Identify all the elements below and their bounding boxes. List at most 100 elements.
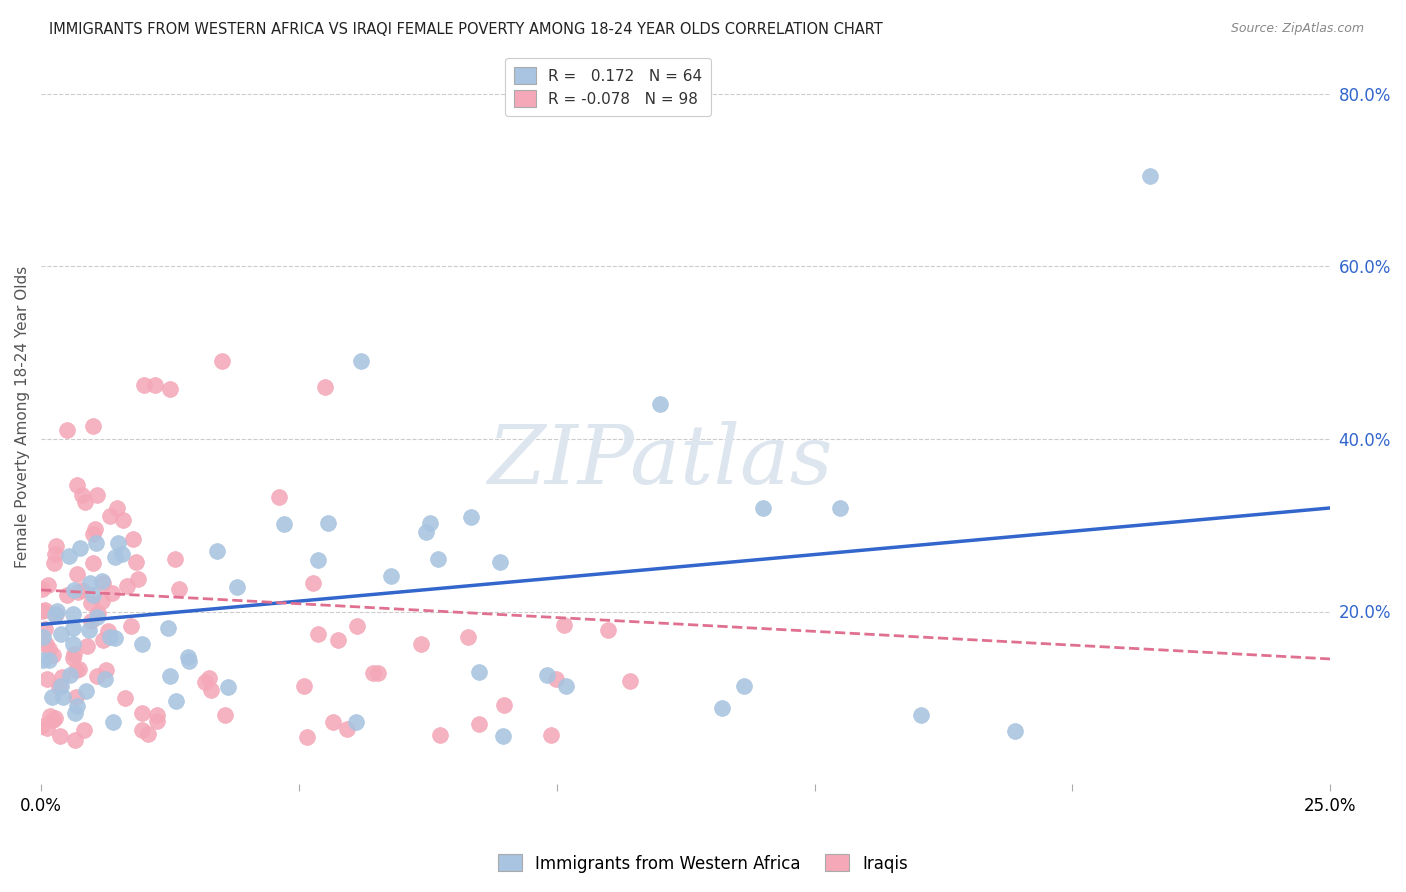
Point (336, 722, 359, 736)
Point (409, 637, 432, 651)
Point (127, 572, 149, 586)
Point (830, 500, 852, 515)
Point (49, 627, 72, 641)
Point (344, 715, 367, 730)
Point (35, 721, 58, 735)
Point (48, 729, 70, 743)
Point (38, 653, 60, 667)
Point (69, 541, 91, 555)
Point (267, 490, 290, 504)
Point (67, 662, 90, 676)
Point (34, 622, 56, 636)
Point (415, 524, 437, 539)
Point (115, 579, 138, 593)
Point (292, 679, 315, 693)
Point (86, 609, 108, 624)
Point (45, 539, 67, 553)
Point (34, 603, 56, 617)
Point (457, 630, 479, 644)
Point (146, 707, 169, 722)
Point (598, 623, 620, 637)
Point (159, 669, 181, 683)
Point (429, 728, 451, 742)
Point (361, 666, 384, 681)
Point (66, 478, 89, 492)
Point (619, 674, 641, 689)
Point (273, 517, 295, 532)
Point (346, 619, 368, 633)
Point (73, 495, 96, 509)
Point (91, 575, 114, 590)
Point (49, 679, 72, 693)
Point (70, 488, 93, 502)
Point (143, 378, 166, 392)
Point (62, 607, 84, 622)
Legend: R =   0.172   N = 64, R = -0.078   N = 98: R = 0.172 N = 64, R = -0.078 N = 98 (505, 58, 711, 116)
Point (32, 653, 55, 667)
Point (489, 555, 512, 569)
Point (91, 574, 114, 588)
Point (38, 641, 60, 656)
Point (553, 618, 575, 632)
Text: ZIPatlas: ZIPatlas (486, 421, 832, 501)
Point (159, 382, 181, 396)
Point (910, 707, 932, 722)
Point (91, 632, 114, 647)
Y-axis label: Female Poverty Among 18-24 Year Olds: Female Poverty Among 18-24 Year Olds (15, 266, 30, 568)
Point (177, 649, 200, 664)
Point (198, 671, 221, 685)
Point (101, 715, 124, 730)
Point (84, 522, 107, 536)
Point (42, 713, 65, 727)
Point (107, 536, 129, 550)
Point (1139, 169, 1161, 183)
Point (82, 588, 104, 602)
Point (217, 680, 239, 694)
Point (82, 527, 104, 541)
Point (326, 633, 349, 648)
Point (426, 552, 449, 566)
Point (65, 698, 87, 713)
Point (79, 624, 101, 638)
Point (711, 701, 734, 715)
Point (76, 639, 98, 653)
Point (146, 714, 169, 728)
Point (44, 556, 66, 570)
Point (98, 508, 121, 523)
Point (136, 726, 159, 740)
Point (31, 582, 53, 596)
Point (492, 729, 515, 743)
Point (82, 419, 104, 434)
Point (167, 582, 190, 596)
Point (44, 548, 66, 562)
Point (467, 665, 489, 680)
Point (66, 566, 89, 581)
Point (301, 575, 323, 590)
Point (65, 690, 87, 704)
Point (48, 680, 70, 694)
Point (56, 423, 79, 437)
Point (131, 723, 153, 737)
Point (307, 553, 329, 567)
Point (350, 354, 373, 368)
Point (41, 648, 63, 662)
Point (94, 663, 117, 677)
Point (86, 488, 108, 502)
Point (44, 710, 66, 724)
Point (32, 631, 55, 645)
Point (37, 578, 59, 592)
Point (80, 595, 103, 609)
Point (131, 637, 153, 651)
Point (752, 500, 775, 515)
Point (380, 569, 402, 583)
Point (194, 674, 217, 689)
Point (46, 604, 69, 618)
Point (114, 690, 136, 705)
Point (536, 668, 558, 682)
Point (1004, 724, 1026, 739)
Point (200, 683, 222, 698)
Point (316, 516, 339, 531)
Text: Source: ZipAtlas.com: Source: ZipAtlas.com (1230, 22, 1364, 36)
Point (540, 728, 562, 742)
Point (112, 513, 135, 527)
